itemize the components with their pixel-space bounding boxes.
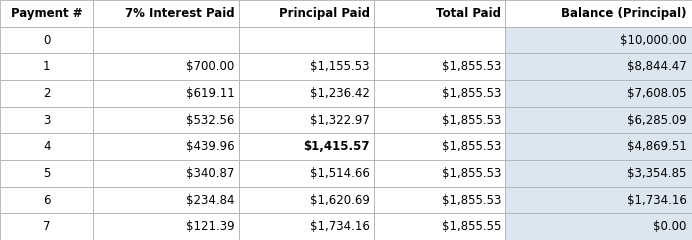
Bar bbox=[0, 160, 93, 187]
Text: Balance (Principal): Balance (Principal) bbox=[561, 7, 686, 20]
Bar bbox=[239, 187, 374, 213]
Bar bbox=[505, 80, 692, 107]
Bar bbox=[239, 213, 374, 240]
Bar bbox=[93, 0, 239, 27]
Text: $0.00: $0.00 bbox=[653, 220, 686, 233]
Bar bbox=[374, 53, 505, 80]
Bar bbox=[0, 0, 93, 27]
Bar bbox=[239, 133, 374, 160]
Bar bbox=[93, 160, 239, 187]
Text: $234.84: $234.84 bbox=[186, 193, 235, 206]
Bar bbox=[505, 187, 692, 213]
Text: $619.11: $619.11 bbox=[185, 87, 235, 100]
Text: $1,855.53: $1,855.53 bbox=[441, 60, 501, 73]
Bar bbox=[505, 0, 692, 27]
Bar bbox=[505, 107, 692, 133]
Text: $1,855.53: $1,855.53 bbox=[441, 193, 501, 206]
Text: $1,734.16: $1,734.16 bbox=[626, 193, 686, 206]
Bar bbox=[93, 27, 239, 53]
Bar bbox=[93, 80, 239, 107]
Text: $700.00: $700.00 bbox=[186, 60, 235, 73]
Bar bbox=[374, 27, 505, 53]
Bar bbox=[374, 160, 505, 187]
Text: 5: 5 bbox=[43, 167, 51, 180]
Text: $340.87: $340.87 bbox=[186, 167, 235, 180]
Text: Payment #: Payment # bbox=[11, 7, 82, 20]
Text: $6,285.09: $6,285.09 bbox=[627, 114, 686, 126]
Bar bbox=[239, 160, 374, 187]
Bar bbox=[0, 213, 93, 240]
Bar bbox=[505, 213, 692, 240]
Bar bbox=[0, 133, 93, 160]
Bar bbox=[239, 27, 374, 53]
Text: $10,000.00: $10,000.00 bbox=[619, 34, 686, 47]
Bar bbox=[374, 187, 505, 213]
Bar bbox=[239, 80, 374, 107]
Bar bbox=[505, 160, 692, 187]
Text: $3,354.85: $3,354.85 bbox=[627, 167, 686, 180]
Bar bbox=[374, 107, 505, 133]
Text: 2: 2 bbox=[43, 87, 51, 100]
Bar bbox=[239, 0, 374, 27]
Text: 4: 4 bbox=[43, 140, 51, 153]
Bar bbox=[0, 80, 93, 107]
Bar bbox=[93, 213, 239, 240]
Bar bbox=[505, 53, 692, 80]
Text: Total Paid: Total Paid bbox=[436, 7, 501, 20]
Text: $439.96: $439.96 bbox=[185, 140, 235, 153]
Text: $1,855.55: $1,855.55 bbox=[441, 220, 501, 233]
Bar bbox=[239, 107, 374, 133]
Text: $8,844.47: $8,844.47 bbox=[627, 60, 686, 73]
Text: 0: 0 bbox=[43, 34, 51, 47]
Bar bbox=[93, 187, 239, 213]
Bar bbox=[0, 107, 93, 133]
Bar bbox=[93, 53, 239, 80]
Text: 1: 1 bbox=[43, 60, 51, 73]
Bar bbox=[505, 27, 692, 53]
Text: $1,236.42: $1,236.42 bbox=[310, 87, 370, 100]
Bar bbox=[0, 53, 93, 80]
Text: $1,415.57: $1,415.57 bbox=[303, 140, 370, 153]
Text: $1,734.16: $1,734.16 bbox=[310, 220, 370, 233]
Text: 7: 7 bbox=[43, 220, 51, 233]
Text: $1,855.53: $1,855.53 bbox=[441, 167, 501, 180]
Text: 6: 6 bbox=[43, 193, 51, 206]
Bar bbox=[0, 187, 93, 213]
Bar bbox=[505, 133, 692, 160]
Bar bbox=[374, 213, 505, 240]
Text: $1,322.97: $1,322.97 bbox=[310, 114, 370, 126]
Bar bbox=[0, 27, 93, 53]
Text: 7% Interest Paid: 7% Interest Paid bbox=[125, 7, 235, 20]
Bar bbox=[93, 107, 239, 133]
Text: $532.56: $532.56 bbox=[186, 114, 235, 126]
Text: $1,155.53: $1,155.53 bbox=[310, 60, 370, 73]
Text: $121.39: $121.39 bbox=[185, 220, 235, 233]
Bar bbox=[93, 133, 239, 160]
Bar bbox=[374, 133, 505, 160]
Bar bbox=[374, 80, 505, 107]
Bar bbox=[239, 53, 374, 80]
Text: $7,608.05: $7,608.05 bbox=[627, 87, 686, 100]
Text: $1,620.69: $1,620.69 bbox=[310, 193, 370, 206]
Text: 3: 3 bbox=[43, 114, 51, 126]
Text: $4,869.51: $4,869.51 bbox=[627, 140, 686, 153]
Text: $1,514.66: $1,514.66 bbox=[310, 167, 370, 180]
Text: Principal Paid: Principal Paid bbox=[279, 7, 370, 20]
Text: $1,855.53: $1,855.53 bbox=[441, 140, 501, 153]
Text: $1,855.53: $1,855.53 bbox=[441, 87, 501, 100]
Bar bbox=[374, 0, 505, 27]
Text: $1,855.53: $1,855.53 bbox=[441, 114, 501, 126]
